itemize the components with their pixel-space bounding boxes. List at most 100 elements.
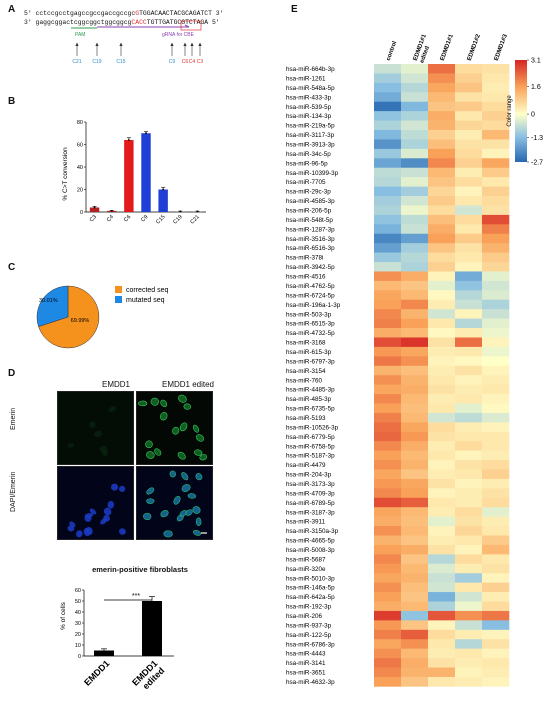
heatmap-cell — [374, 167, 402, 178]
heatmap-cell — [482, 403, 510, 414]
heatmap-cell — [428, 488, 456, 499]
cell-nucleus — [169, 470, 176, 478]
heatmap-cell — [401, 384, 429, 395]
heatmap-cell — [374, 139, 402, 150]
heatmap-cell — [428, 111, 456, 121]
micrograph-dapi-emdd1-cells — [67, 483, 126, 538]
heatmap-cell — [401, 648, 429, 659]
heatmap-cell — [455, 130, 483, 140]
heatmap-cell — [428, 365, 456, 376]
heatmap-row-label: hsa-miR-3516-3p — [286, 236, 335, 243]
heatmap-cell — [401, 233, 429, 244]
heatmap-cell — [482, 516, 510, 527]
heatmap-cell — [374, 620, 402, 631]
cell-nucleus — [138, 400, 148, 407]
heatmap-cell — [455, 73, 483, 84]
panel-d-ylabel: % of cells — [60, 601, 67, 630]
heatmap-cell — [482, 252, 510, 263]
heatmap-cell — [374, 516, 402, 527]
heatmap-row-label: hsa-miR-204-3p — [286, 472, 332, 479]
top-strand-5prime: 5' — [24, 10, 32, 17]
top-strand: 5' cctccgcctgagccgccgaccgccgcGTGGACAACTA… — [24, 10, 223, 17]
heatmap-cell — [401, 544, 429, 555]
heatmap-column-headers: control EDMD1#1edited EDMD1#1 EDMD1#2 EDMD1#… — [386, 33, 509, 64]
heatmap-cell — [482, 73, 510, 84]
heatmap-cell — [455, 610, 483, 621]
heatmap-cell — [428, 422, 456, 433]
heatmap-cell — [428, 101, 456, 112]
heatmap-cell — [428, 337, 456, 348]
heatmap-cell — [455, 233, 483, 244]
heatmap-row-label: hsa-miR-4665-5p — [286, 538, 335, 545]
heatmap-cell — [482, 337, 510, 348]
heatmap-cell — [482, 365, 510, 376]
panel-a-sequence: 5' cctccgcctgagccgccgaccgccgcGTGGACAACTA… — [24, 6, 284, 86]
heatmap-cell — [455, 563, 483, 574]
heatmap-cell — [455, 205, 483, 216]
heatmap-cell — [455, 214, 483, 225]
heatmap-row-label: hsa-miR-6735-5p — [286, 406, 335, 413]
heatmap-cell — [455, 648, 483, 659]
heatmap-cell — [374, 328, 402, 338]
panel-d-ytick-label: 10 — [75, 643, 81, 649]
pie-slice-1 — [36, 285, 69, 327]
heatmap-cell — [482, 309, 510, 319]
heatmap-cell — [401, 309, 429, 319]
heatmap-cell — [428, 356, 456, 367]
heatmap-cell — [428, 290, 456, 301]
cell-nucleus — [108, 405, 117, 413]
panel-a-annotations: PAM gRNA for CBE C21 C19 C15 C9 C6 C4 C3 — [71, 20, 203, 65]
heatmap-cell — [428, 158, 456, 169]
heatmap-cell — [428, 262, 456, 272]
heatmap-rows: hsa-miR-664b-3p hsa-miR-1261 hsa-miR-548a-… — [286, 64, 510, 687]
heatmap-cell — [455, 299, 483, 310]
heatmap-cell — [455, 601, 483, 612]
heatmap-cell — [428, 658, 456, 668]
cell-nucleus — [192, 424, 200, 433]
heatmap-row-label: hsa-miR-503-3p — [286, 311, 332, 318]
data-point — [127, 139, 130, 141]
heatmap-row-label: hsa-miR-4762-5p — [286, 283, 335, 290]
heatmap-cell — [482, 610, 510, 621]
cell-nucleus — [160, 412, 168, 421]
micrograph-dapi-edited — [136, 466, 213, 540]
heatmap-cell — [455, 507, 483, 517]
heatmap-row-label: hsa-miR-34c-5p — [286, 151, 331, 158]
heatmap-cell — [374, 130, 402, 140]
heatmap-cell — [374, 82, 402, 93]
heatmap-cell — [482, 158, 510, 169]
heatmap-cell — [455, 526, 483, 536]
heatmap-cell — [428, 563, 456, 574]
heatmap-legend: 3.1 1.6 0 -1.3 -2.7 Color range — [507, 58, 543, 167]
heatmap-cell — [455, 177, 483, 187]
heatmap-row-label: hsa-miR-539-5p — [286, 104, 332, 111]
heatmap-col-header-3: EDMD1#2 — [467, 33, 482, 62]
heatmap-cell — [374, 205, 402, 216]
heatmap-cell — [455, 356, 483, 367]
site-label-c15: C15 — [116, 59, 125, 65]
heatmap-cell — [401, 243, 429, 253]
heatmap-cell — [374, 526, 402, 536]
heatmap-row-label: hsa-miR-3117-3p — [286, 132, 335, 139]
heatmap-cell — [374, 667, 402, 678]
legend-title: Color range — [507, 95, 513, 127]
cell-nucleus — [160, 399, 168, 408]
heatmap-row-label: hsa-miR-196a-1-3p — [286, 302, 341, 309]
heatmap-cell — [428, 667, 456, 678]
heatmap-cell — [482, 375, 510, 385]
cell-nucleus — [173, 496, 181, 505]
heatmap-cell — [374, 431, 402, 442]
heatmap-cell — [428, 573, 456, 583]
heatmap-cell — [374, 92, 402, 103]
cell-nucleus — [177, 451, 186, 460]
heatmap-cell — [374, 488, 402, 499]
heatmap-cell — [401, 120, 429, 131]
heatmap-cell — [482, 469, 510, 480]
heatmap-cell — [401, 601, 429, 612]
heatmap-cell — [455, 658, 483, 668]
heatmap-cell — [455, 120, 483, 131]
heatmap-cell — [428, 224, 456, 235]
heatmap-cell — [428, 328, 456, 338]
panel-b-xtick-c15: C15 — [155, 214, 166, 225]
cell-nucleus — [110, 483, 119, 491]
